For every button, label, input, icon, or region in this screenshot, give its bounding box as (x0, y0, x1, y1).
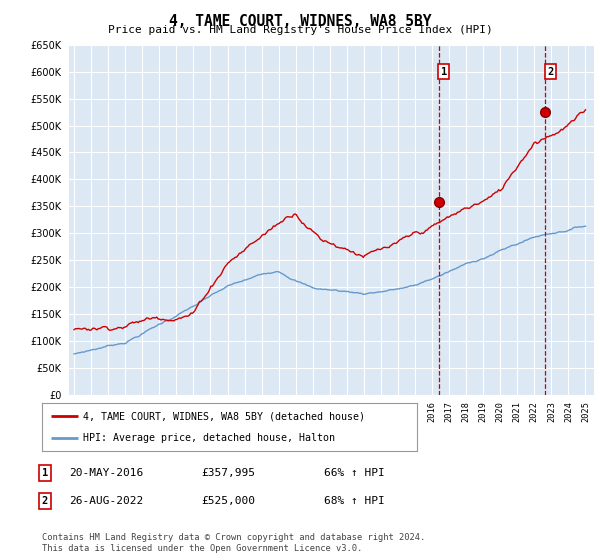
Text: 4, TAME COURT, WIDNES, WA8 5BY: 4, TAME COURT, WIDNES, WA8 5BY (169, 14, 431, 29)
Text: 2: 2 (42, 496, 48, 506)
Text: 4, TAME COURT, WIDNES, WA8 5BY (detached house): 4, TAME COURT, WIDNES, WA8 5BY (detached… (83, 411, 365, 421)
Text: Price paid vs. HM Land Registry's House Price Index (HPI): Price paid vs. HM Land Registry's House … (107, 25, 493, 35)
Text: Contains HM Land Registry data © Crown copyright and database right 2024.
This d: Contains HM Land Registry data © Crown c… (42, 533, 425, 553)
Text: 2: 2 (547, 67, 554, 77)
Text: £525,000: £525,000 (201, 496, 255, 506)
Text: 68% ↑ HPI: 68% ↑ HPI (324, 496, 385, 506)
Text: 1: 1 (42, 468, 48, 478)
Text: 26-AUG-2022: 26-AUG-2022 (69, 496, 143, 506)
Text: HPI: Average price, detached house, Halton: HPI: Average price, detached house, Halt… (83, 433, 335, 443)
Text: 20-MAY-2016: 20-MAY-2016 (69, 468, 143, 478)
Text: 1: 1 (440, 67, 447, 77)
Text: 66% ↑ HPI: 66% ↑ HPI (324, 468, 385, 478)
Text: £357,995: £357,995 (201, 468, 255, 478)
